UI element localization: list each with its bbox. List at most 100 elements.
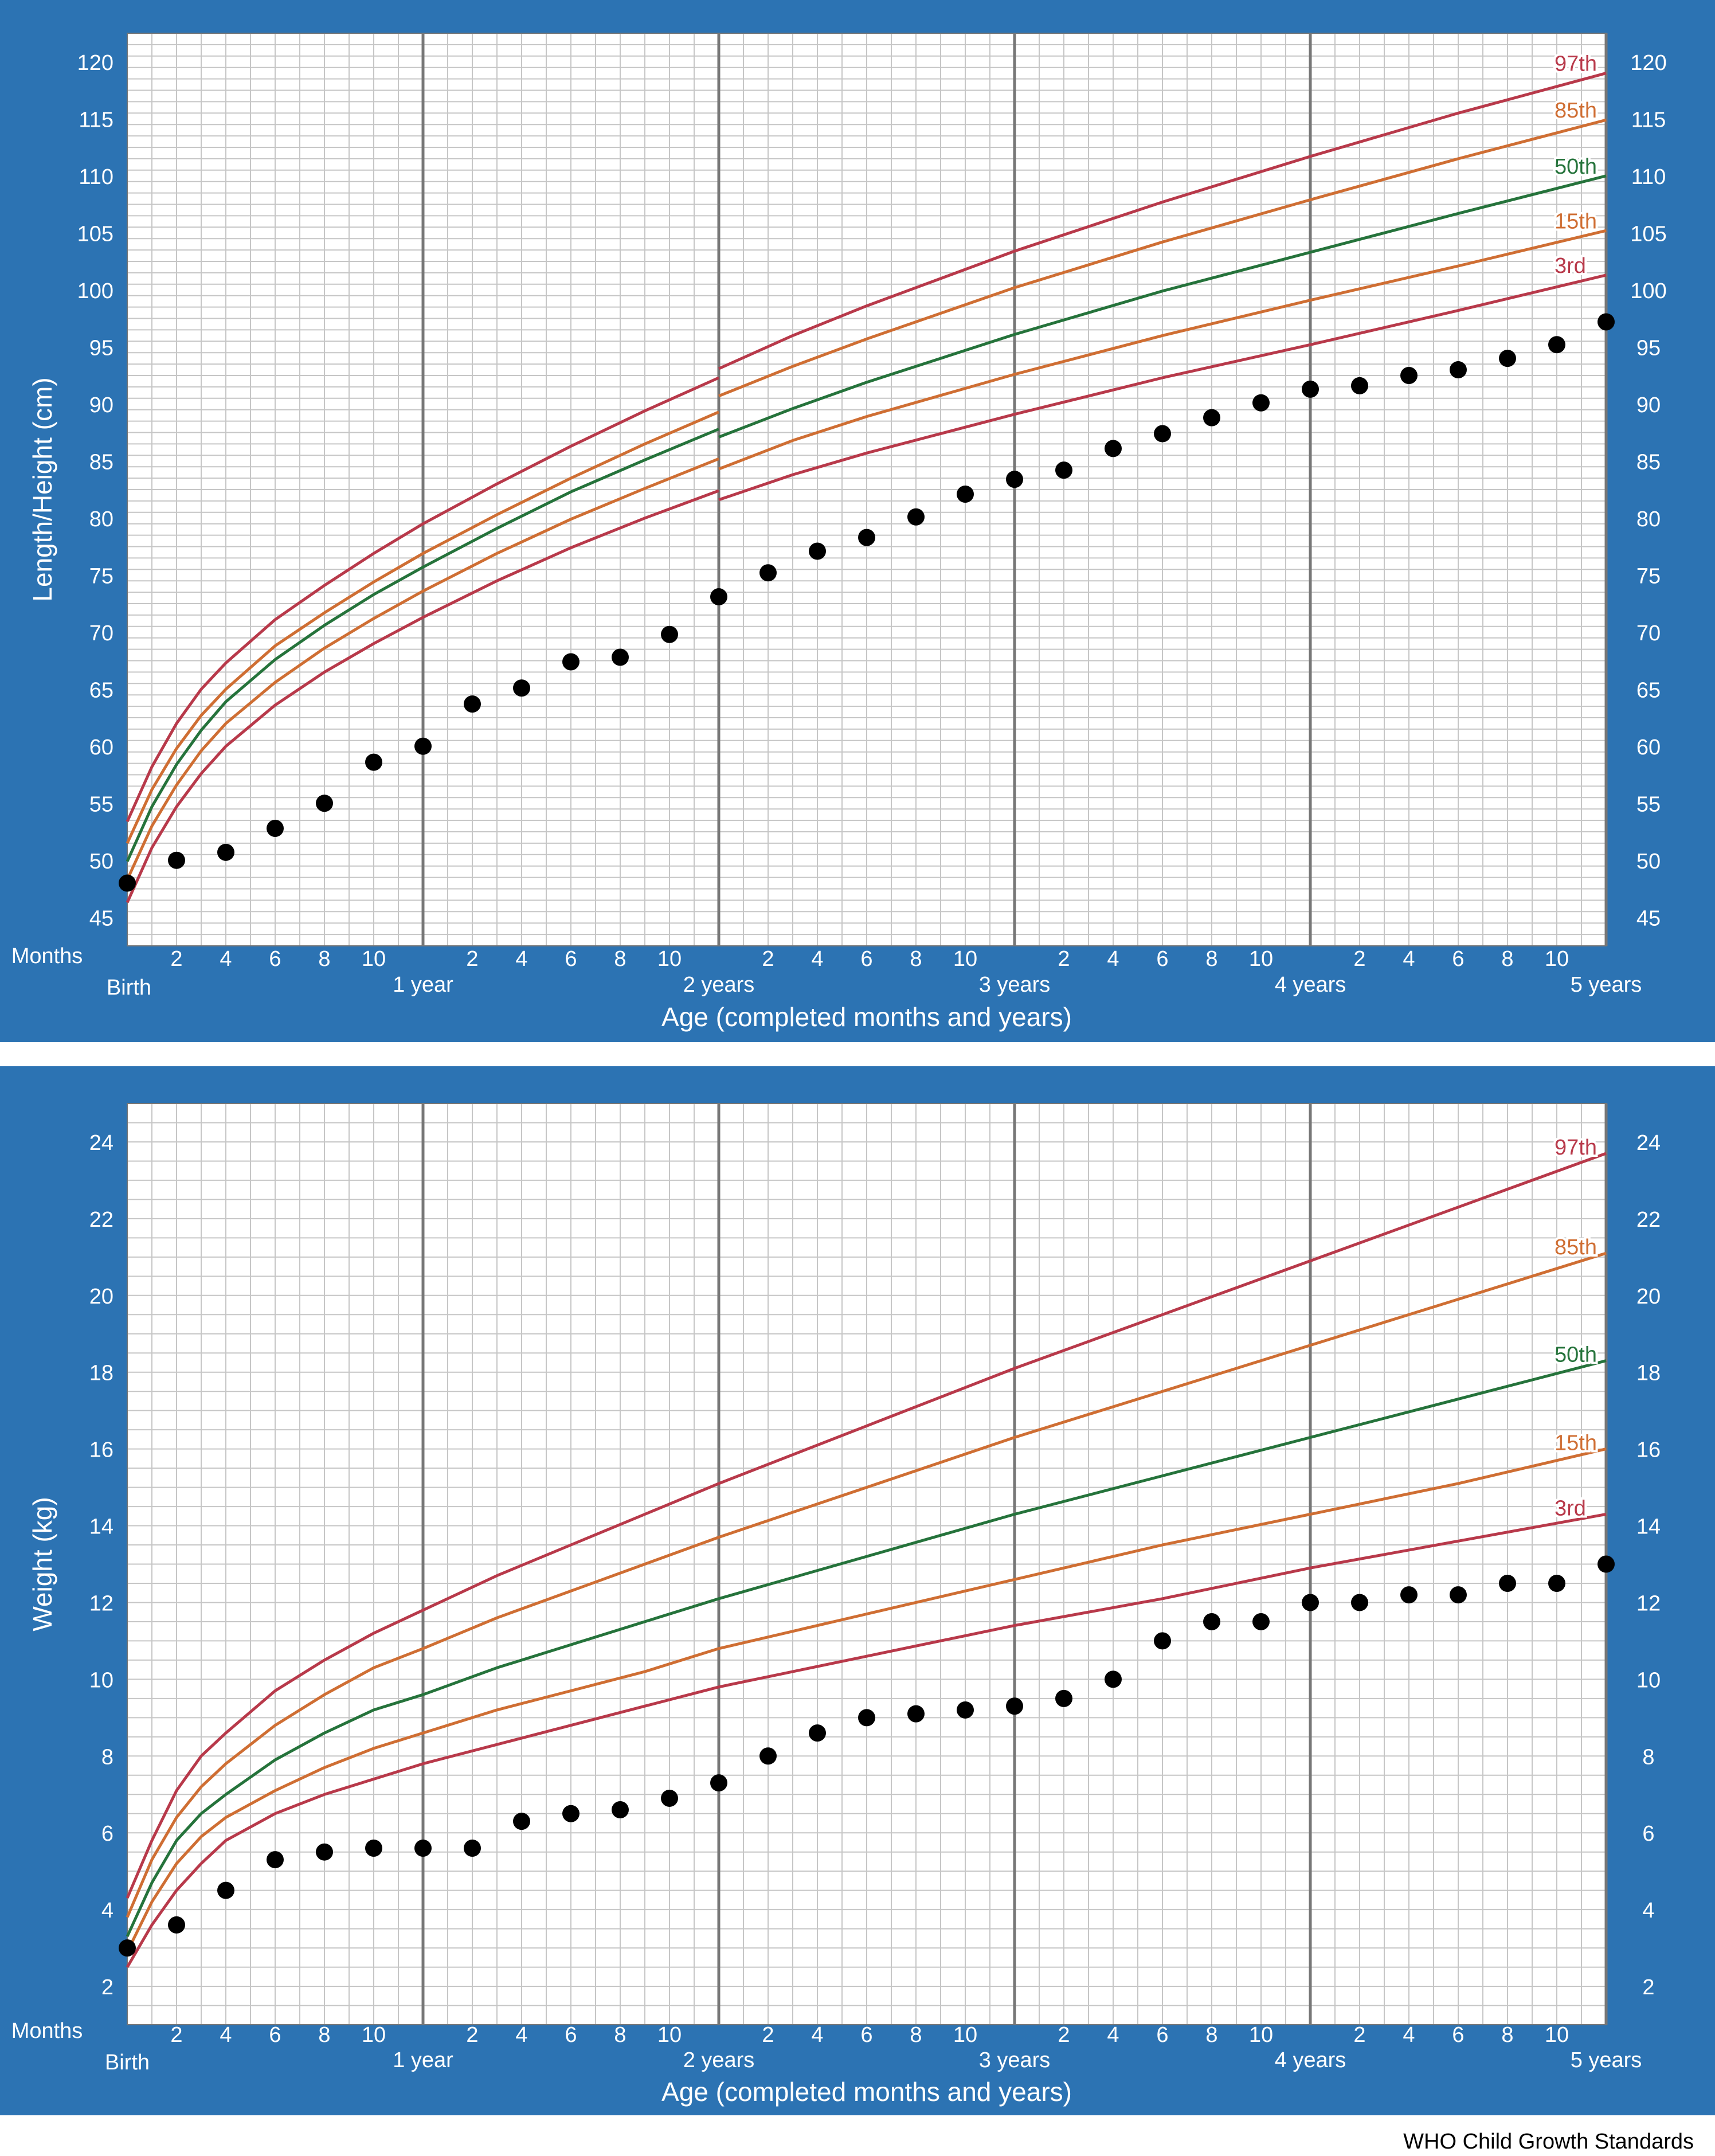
- weight-percentile-line-97th: [126, 1152, 1607, 1899]
- weight-measurement-point: [710, 1774, 727, 1792]
- length-year-label: 2 years: [683, 973, 755, 997]
- length-percentile-label-3rd: 3rd: [1555, 254, 1586, 278]
- length-month-tick: 10: [657, 947, 682, 971]
- weight-y-tick-left: 22: [89, 1208, 113, 1232]
- length-month-tick: 4: [811, 947, 823, 971]
- length-month-tick: 4: [220, 947, 232, 971]
- length-y-tick-left: 120: [77, 51, 113, 75]
- weight-measurement-point: [1548, 1574, 1565, 1592]
- length-measurement-point: [1203, 409, 1220, 426]
- length-percentile-label-85th: 85th: [1555, 99, 1597, 123]
- weight-y-tick-right: 12: [1636, 1591, 1661, 1615]
- weight-y-tick-right: 4: [1642, 1899, 1654, 1923]
- length-percentile-line-50th: [126, 174, 1607, 862]
- weight-measurement-point: [562, 1805, 580, 1822]
- weight-month-tick: 10: [362, 2023, 386, 2047]
- weight-y-tick-right: 20: [1636, 1285, 1661, 1309]
- weight-percentile-label-3rd: 3rd: [1555, 1496, 1586, 1520]
- weight-measurement-point: [1450, 1586, 1467, 1604]
- weight-measurement-point: [1203, 1613, 1220, 1630]
- length-measurement-point: [809, 542, 826, 560]
- weight-measurement-point: [809, 1724, 826, 1742]
- length-measurement-point: [612, 648, 629, 666]
- weight-month-tick: 8: [1501, 2023, 1513, 2047]
- length-y-tick-left: 105: [77, 222, 113, 246]
- length-y-tick-right: 70: [1636, 621, 1661, 645]
- length-month-tick: 2: [170, 947, 182, 971]
- weight-birth-label: Birth: [105, 2051, 150, 2075]
- length-measurement-point: [759, 564, 777, 582]
- length-measurement-point: [1252, 394, 1270, 412]
- length-measurement-point: [1006, 471, 1023, 488]
- length-y-tick-right: 95: [1636, 336, 1661, 360]
- length-y-tick-left: 110: [79, 165, 113, 189]
- length-y-tick-left: 65: [89, 678, 113, 702]
- weight-month-tick: 10: [1249, 2023, 1273, 2047]
- length-measurement-point: [1400, 367, 1418, 384]
- weight-month-tick: 6: [860, 2023, 872, 2047]
- length-year-label: 4 years: [1275, 973, 1346, 997]
- length-y-tick-left: 60: [89, 735, 113, 760]
- length-measurement-point: [1105, 440, 1122, 457]
- weight-percentile-label-97th: 97th: [1555, 1136, 1597, 1160]
- weight-measurement-point: [1252, 1613, 1270, 1630]
- length-percentile-label-15th: 15th: [1555, 209, 1597, 233]
- weight-month-tick: 4: [811, 2023, 823, 2047]
- length-month-tick: 2: [762, 947, 774, 971]
- length-y-tick-right: 75: [1636, 564, 1661, 588]
- weight-month-tick: 2: [1353, 2023, 1365, 2047]
- length-month-tick: 4: [1403, 947, 1415, 971]
- weight-y-tick-left: 12: [89, 1591, 113, 1615]
- weight-month-tick: 2: [1058, 2023, 1070, 2047]
- weight-month-tick: 6: [1452, 2023, 1464, 2047]
- weight-y-tick-left: 8: [101, 1745, 113, 1769]
- length-y-tick-right: 45: [1636, 906, 1661, 930]
- weight-measurement-point: [1105, 1670, 1122, 1688]
- length-plot-border: [127, 33, 1607, 946]
- weight-x-axis-title: Age (completed months and years): [661, 2077, 1072, 2107]
- weight-month-tick: 8: [614, 2023, 626, 2047]
- length-month-tick: 6: [860, 947, 872, 971]
- weight-measurement-point: [414, 1839, 432, 1857]
- length-y-tick-left: 55: [89, 792, 113, 816]
- length-y-tick-left: 50: [89, 850, 113, 874]
- length-months-label: Months: [11, 944, 83, 968]
- length-percentile-line-15th: [126, 229, 1607, 881]
- length-y-tick-left: 95: [89, 336, 113, 360]
- weight-measurement-points: [119, 1555, 1615, 1957]
- length-month-tick: 6: [565, 947, 577, 971]
- credit-caption: WHO Child Growth Standards: [1403, 2130, 1694, 2154]
- length-x-axis-title: Age (completed months and years): [661, 1002, 1072, 1032]
- weight-measurement-point: [858, 1709, 875, 1727]
- length-month-tick: 6: [1156, 947, 1168, 971]
- weight-month-tick: 10: [953, 2023, 977, 2047]
- weight-year-label: 2 years: [683, 2048, 755, 2072]
- weight-percentile-line-15th: [126, 1447, 1607, 1952]
- weight-measurement-point: [1400, 1586, 1418, 1604]
- length-measurement-point: [562, 653, 580, 671]
- length-y-tick-right: 105: [1630, 222, 1666, 246]
- length-y-tick-right: 100: [1630, 279, 1666, 303]
- length-measurement-point: [1302, 380, 1319, 398]
- length-y-tick-right: 90: [1636, 393, 1661, 417]
- weight-measurement-point: [464, 1839, 481, 1857]
- length-month-tick: 10: [362, 947, 386, 971]
- weight-months-label: Months: [11, 2019, 83, 2043]
- weight-measurement-point: [612, 1801, 629, 1819]
- length-measurement-point: [1499, 350, 1516, 367]
- length-measurement-point: [1450, 361, 1467, 379]
- weight-month-tick: 6: [1156, 2023, 1168, 2047]
- weight-measurement-point: [661, 1789, 678, 1807]
- length-month-tick: 2: [466, 947, 478, 971]
- weight-measurement-point: [1006, 1697, 1023, 1715]
- weight-percentile-label-85th: 85th: [1555, 1235, 1597, 1259]
- length-month-tick: 8: [1501, 947, 1513, 971]
- length-y-tick-right: 60: [1636, 735, 1661, 760]
- length-percentile-label-97th: 97th: [1555, 52, 1597, 76]
- length-percentile-line-3rd: [126, 273, 1607, 903]
- length-year-label: 1 year: [393, 973, 453, 997]
- weight-y-tick-left: 16: [89, 1438, 113, 1462]
- weight-month-tick: 2: [762, 2023, 774, 2047]
- length-month-tick: 2: [1058, 947, 1070, 971]
- weight-grid: [127, 1103, 1608, 2025]
